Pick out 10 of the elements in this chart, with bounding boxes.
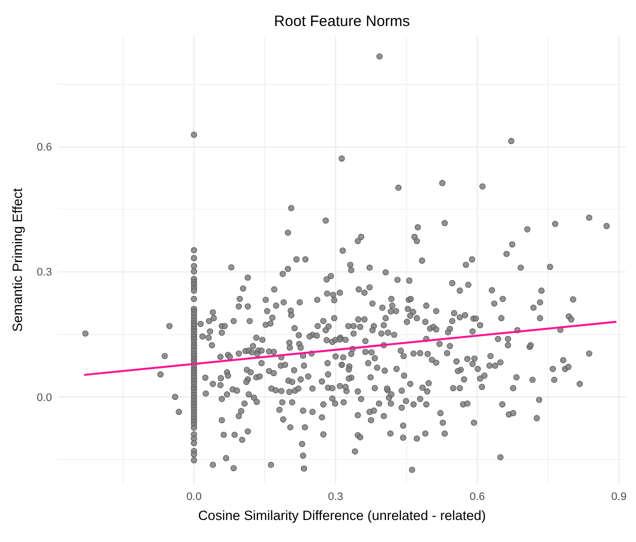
x-tick-label: 0.9 (611, 491, 627, 503)
chart-title: Root Feature Norms (274, 13, 410, 30)
x-axis-title: Cosine Similarity Difference (unrelated - related) (198, 508, 486, 523)
x-tick-label: 0.3 (328, 491, 344, 503)
y-axis-title: Semantic Priming Effect (10, 188, 25, 332)
y-tick-label: 0.0 (36, 392, 52, 404)
x-tick-label: 0.0 (186, 491, 202, 503)
x-tick-label: 0.6 (470, 491, 485, 503)
y-tick-label: 0.3 (36, 266, 52, 279)
y-tick-label: 0.6 (36, 142, 52, 154)
